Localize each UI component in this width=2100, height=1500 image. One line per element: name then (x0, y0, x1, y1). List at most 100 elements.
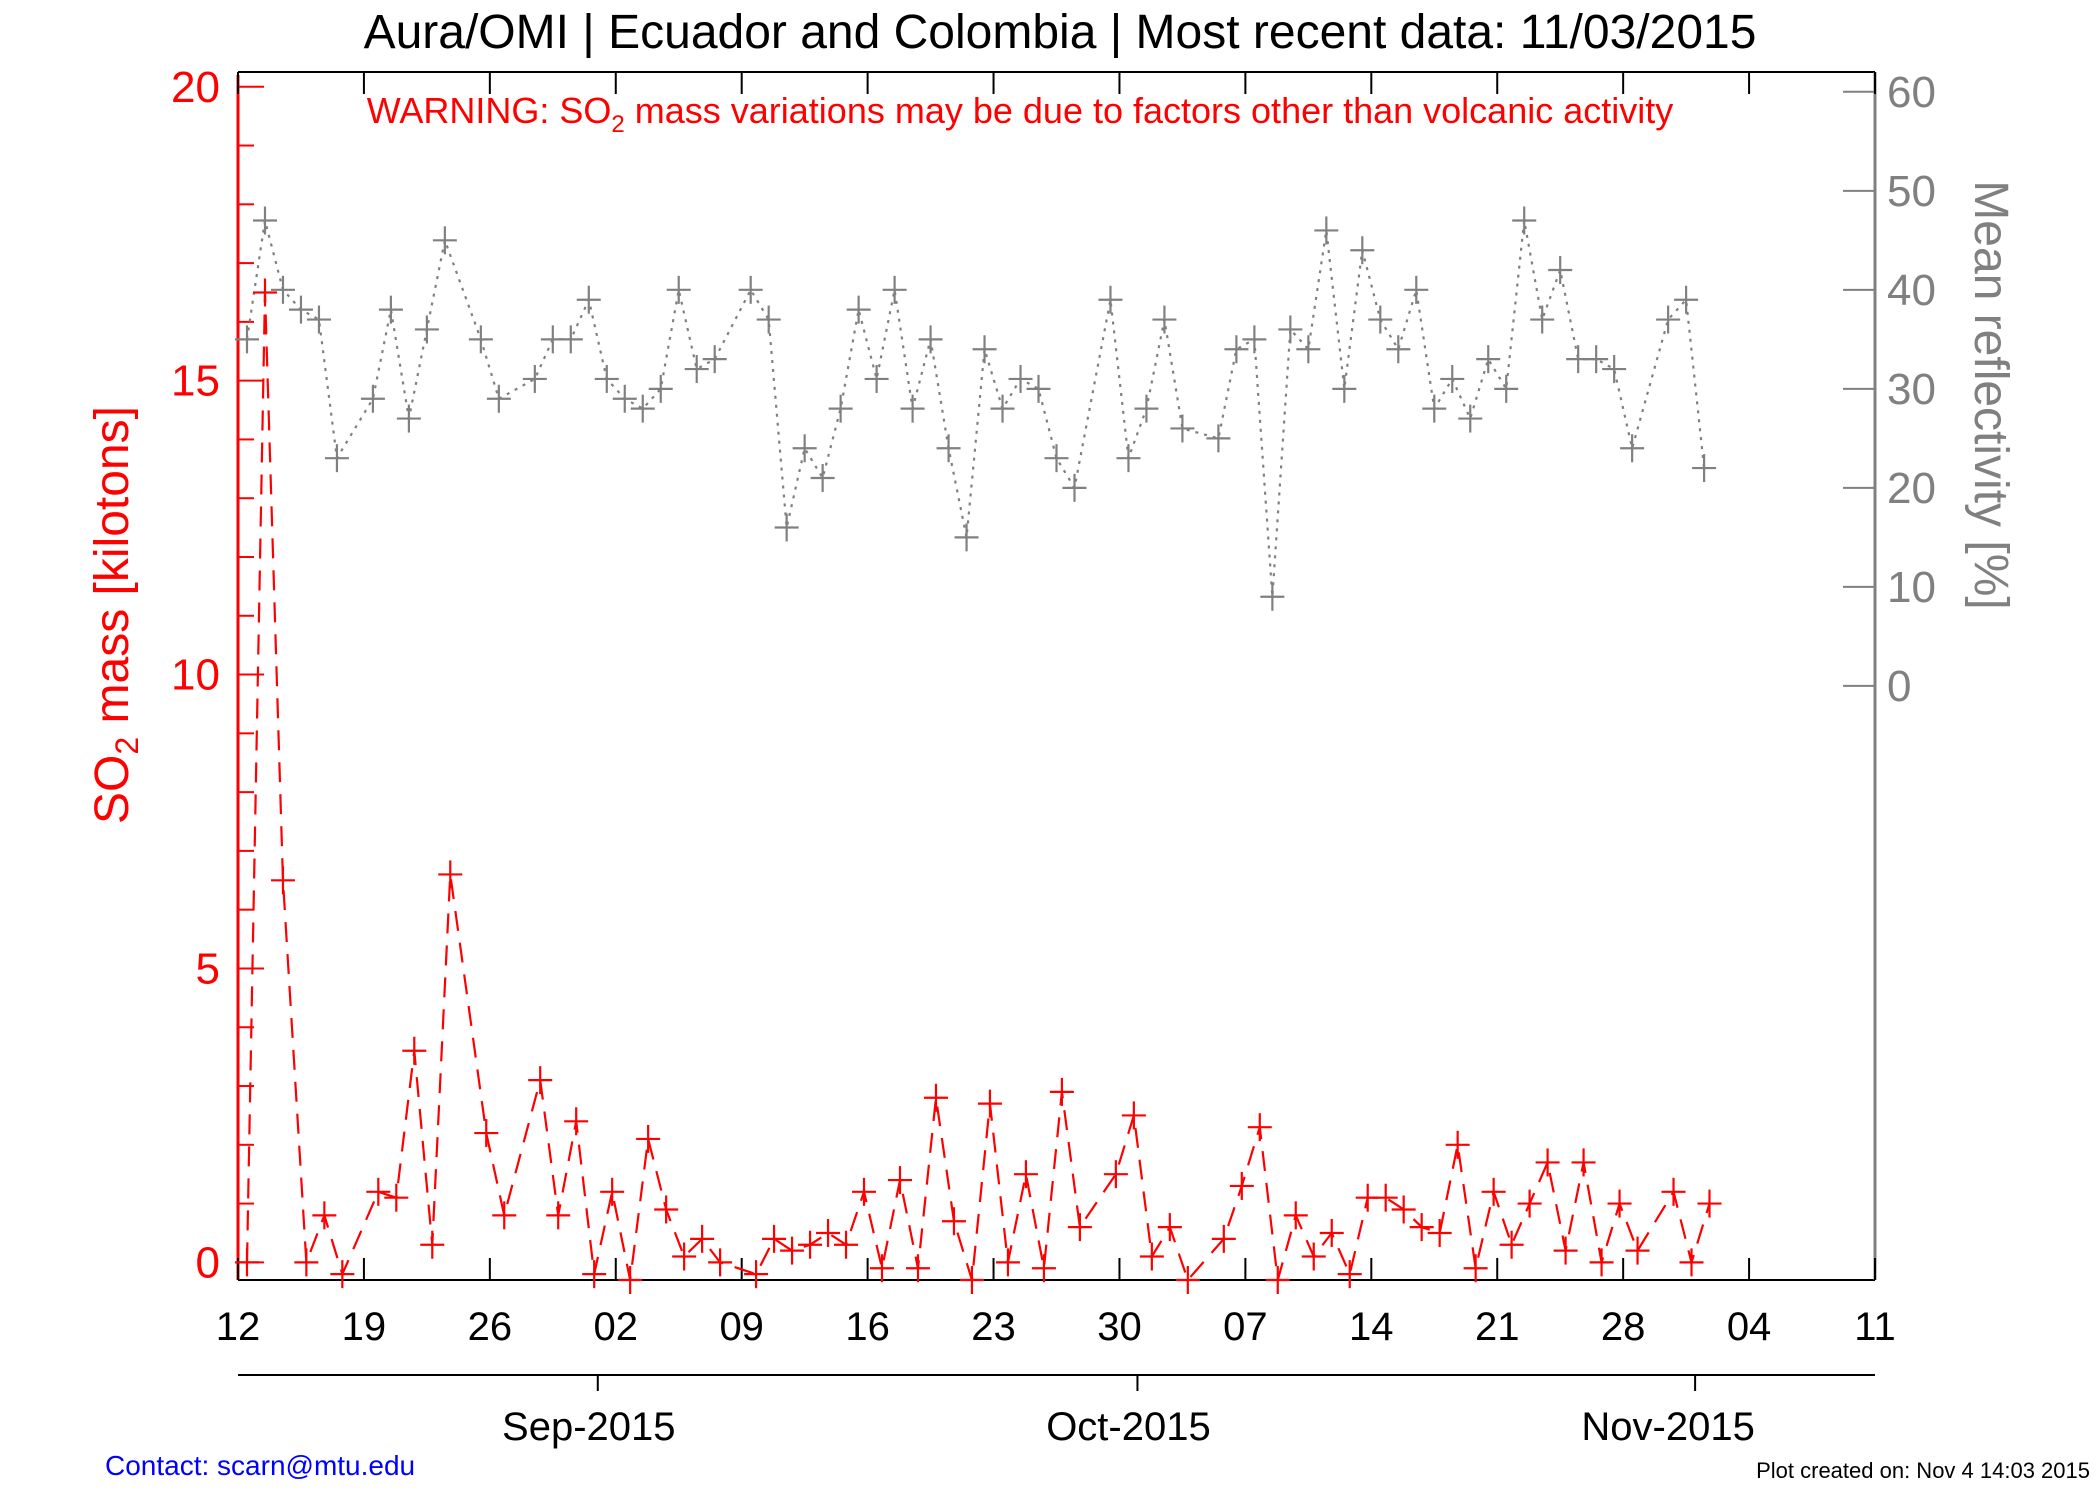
reflectivity-point (630, 394, 655, 423)
right-tick-label: 40 (1887, 266, 1936, 315)
so2-point (1499, 1230, 1524, 1259)
so2-point (1211, 1224, 1236, 1253)
reflectivity-point (1098, 285, 1123, 314)
reflectivity-point (1386, 335, 1411, 364)
so2-point (870, 1254, 895, 1283)
so2-point (1661, 1177, 1686, 1206)
chart-title: Aura/OMI | Ecuador and Colombia | Most r… (364, 6, 1757, 59)
so2-point (1373, 1183, 1398, 1212)
reflectivity-point (1620, 434, 1645, 463)
reflectivity-point (1656, 305, 1681, 334)
reflectivity-point (810, 463, 835, 492)
reflectivity-point (1116, 444, 1141, 473)
month-axis: Sep-2015 Oct-2015 Nov-2015 (238, 1374, 1875, 1449)
so2-point (744, 1260, 769, 1289)
contact-link[interactable]: Contact: scarn@mtu.edu (105, 1450, 415, 1481)
so2-point (1391, 1195, 1416, 1224)
reflectivity-point (1350, 236, 1375, 265)
reflectivity-point (990, 394, 1015, 423)
so2-point (1535, 1148, 1560, 1177)
month-label: Sep-2015 (502, 1405, 675, 1449)
reflectivity-point (522, 364, 547, 393)
so2-point (1067, 1213, 1092, 1242)
reflectivity-point (1458, 404, 1483, 433)
warning-text: WARNING: SO2 mass variations may be due … (367, 90, 1674, 138)
so2-point (1697, 1189, 1722, 1218)
so2-point (420, 1230, 445, 1259)
reflectivity-point (1584, 345, 1609, 374)
reflectivity-point (648, 374, 673, 403)
so2-point (1283, 1201, 1308, 1230)
right-tick-label: 50 (1887, 167, 1936, 216)
reflectivity-point (1602, 355, 1627, 384)
so2-point (1103, 1160, 1128, 1189)
x-tick-label: 28 (1601, 1305, 1646, 1349)
month-label: Oct-2015 (1046, 1405, 1211, 1449)
reflectivity-point (468, 325, 493, 354)
so2-point (366, 1177, 391, 1206)
so2-point (528, 1066, 553, 1095)
x-tick-label: 14 (1349, 1305, 1394, 1349)
so2-point (636, 1124, 661, 1153)
reflectivity-point (1548, 256, 1573, 285)
so2-point (1013, 1160, 1038, 1189)
so2-point (816, 1218, 841, 1247)
reflectivity-point (1044, 444, 1069, 473)
reflectivity-point (1692, 454, 1717, 483)
reflectivity-point (1170, 414, 1195, 443)
reflectivity-point (414, 315, 439, 344)
reflectivity-point (1008, 364, 1033, 393)
reflectivity-point (558, 325, 583, 354)
reflectivity-point (666, 275, 691, 304)
so2-series (234, 278, 1722, 1294)
so2-point (1481, 1177, 1506, 1206)
so2-point (1049, 1077, 1074, 1106)
reflectivity-point (828, 394, 853, 423)
reflectivity-point (1062, 473, 1087, 502)
reflectivity-point (306, 305, 331, 334)
reflectivity-point (1134, 394, 1159, 423)
so2-point (941, 1207, 966, 1236)
plot-frame (238, 71, 1875, 1281)
reflectivity-point (252, 206, 277, 235)
reflectivity-point (756, 305, 781, 334)
so2-point (887, 1166, 912, 1195)
so2-point (1463, 1254, 1488, 1283)
so2-point (1427, 1218, 1452, 1247)
so2-point (995, 1248, 1020, 1277)
reflectivity-point (576, 285, 601, 314)
left-axis-label-subscript: 2 (109, 737, 145, 755)
reflectivity-point (1440, 364, 1465, 393)
reflectivity-point (900, 394, 925, 423)
reflectivity-point (324, 444, 349, 473)
reflectivity-point (432, 226, 457, 255)
x-axis: 12 19 26 02 09 16 23 30 07 14 21 28 04 11 (216, 72, 1896, 1349)
so2-point (270, 866, 295, 895)
so2-point (672, 1242, 697, 1271)
reflectivity-point (234, 325, 259, 354)
reflectivity-point (1242, 325, 1267, 354)
left-tick-label: 15 (171, 357, 220, 406)
right-tick-label: 60 (1887, 68, 1936, 117)
left-tick-label: 10 (171, 651, 220, 700)
reflectivity-point (1512, 206, 1537, 235)
reflectivity-point (1314, 216, 1339, 245)
left-tick-label: 0 (196, 1238, 220, 1287)
plot-created-note: Plot created on: Nov 4 14:03 2015 (1756, 1458, 2090, 1483)
reflectivity-point (1260, 582, 1285, 611)
x-tick-label: 16 (845, 1305, 890, 1349)
so2-line (245, 292, 1711, 1283)
left-axis-label-suffix: mass [kilotons] (86, 406, 139, 737)
so2-point (330, 1260, 355, 1289)
so2-point (798, 1230, 823, 1259)
so2-point (1337, 1260, 1362, 1289)
reflectivity-point (360, 384, 385, 413)
so2-point (474, 1119, 499, 1148)
reflectivity-point (1332, 374, 1357, 403)
right-y-axis: 0 10 20 30 40 50 60 (1843, 68, 1936, 1280)
reflectivity-point (1404, 275, 1429, 304)
so2-point (618, 1266, 643, 1294)
so2-point (1247, 1113, 1272, 1142)
so2-point (1319, 1218, 1344, 1247)
so2-point (252, 278, 277, 307)
